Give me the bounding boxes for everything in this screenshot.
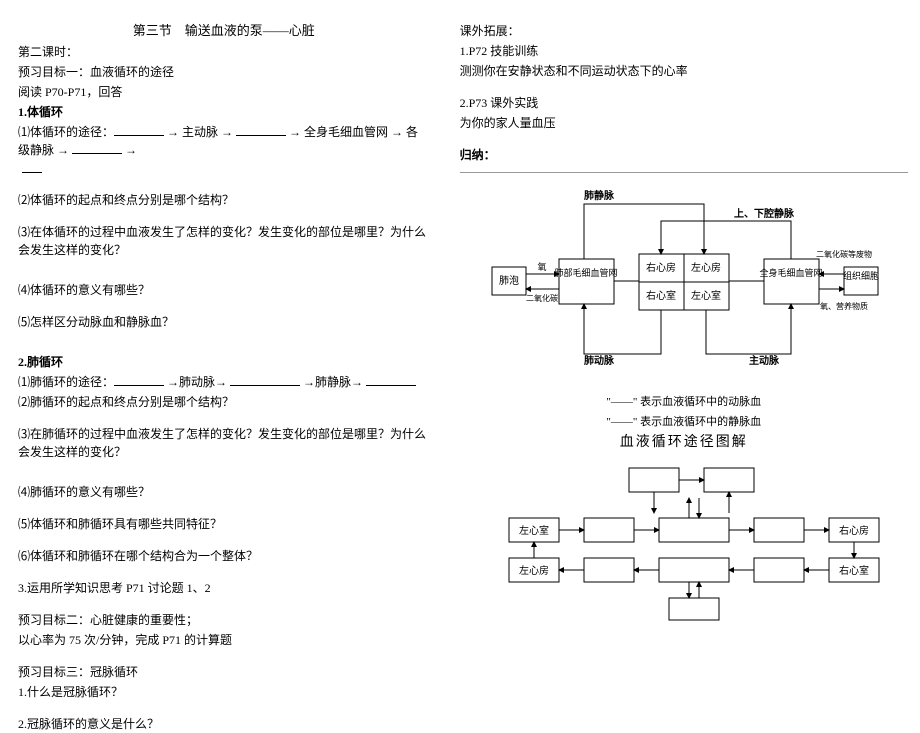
svg-text:肺静脉: 肺静脉 [584,189,615,202]
svg-text:左心室: 左心室 [519,524,549,537]
svg-text:左心室: 左心室 [691,289,721,302]
sec1-q1-pre: ⑴体循环的途径： [18,125,114,139]
sec2-q5: ⑸体循环和肺循环具有哪些共同特征？ [18,515,430,533]
goal-2-sub: 以心率为 75 次/分钟，完成 P71 的计算题 [18,631,430,649]
left-column: 第三节 输送血液的泵——心脏 第二课时： 预习目标一：血液循环的途径 阅读 P7… [0,0,442,638]
legend-2: "——" 表示血液循环中的静脉血 [460,413,908,429]
svg-text:右心室: 右心室 [646,289,676,302]
blank-field[interactable] [114,124,164,136]
svg-text:肺动脉: 肺动脉 [584,354,615,367]
legend-1: "——" 表示血液循环中的动脉血 [460,393,908,409]
goal-2: 预习目标二：心脏健康的重要性； [18,611,430,629]
summary-label: 归纳： [460,146,908,164]
ext-1: 1.P72 技能训练 [460,42,908,60]
extension-title: 课外拓展： [460,22,908,40]
sec2-q4: ⑷肺循环的意义有哪些？ [18,483,430,501]
ext-2: 2.P73 课外实践 [460,94,908,112]
svg-text:右心房: 右心房 [839,524,869,537]
flow-diagram-svg: 左心室 右心房 左心房 右心室 [474,463,894,623]
svg-text:肺泡: 肺泡 [499,274,519,287]
page-title: 第三节 输送血液的泵——心脏 [18,20,430,39]
blank-field[interactable] [366,374,416,386]
sec1-q2: ⑵体循环的起点和终点分别是哪个结构？ [18,191,430,209]
sec1-q3: ⑶在体循环的过程中血液发生了怎样的变化？发生变化的部位是哪里？为什么会发生这样的… [18,223,430,259]
blank-field[interactable] [236,124,286,136]
svg-text:右心房: 右心房 [646,261,676,274]
sec2-q1-mid1: →肺动脉→ [164,375,230,389]
svg-text:右心室: 右心室 [839,564,869,577]
svg-text:主动脉: 主动脉 [749,354,780,367]
ext-1-sub: 测测你在安静状态和不同运动状态下的心率 [460,62,908,80]
diagram-2: 左心室 右心房 左心房 右心室 [460,463,908,623]
sec2-q3: ⑶在肺循环的过程中血液发生了怎样的变化？发生变化的部位是哪里？为什么会发生这样的… [18,425,430,461]
blank-field[interactable] [230,374,300,386]
blank-field[interactable] [114,374,164,386]
q3-1: 1.什么是冠脉循环？ [18,683,430,701]
goal-3: 预习目标三：冠脉循环 [18,663,430,681]
svg-text:二氧化碳等废物: 二氧化碳等废物 [816,249,872,259]
read-instruction: 阅读 P70-P71，回答 [18,83,430,101]
sec2-q2: ⑵肺循环的起点和终点分别是哪个结构？ [18,393,430,411]
blank-field[interactable] [22,161,42,173]
section-1-title: 1.体循环 [18,103,430,121]
svg-text:氧、营养物质: 氧、营养物质 [820,301,868,311]
sec1-q1-mid1: → 主动脉 → [164,125,236,139]
q3: 3.运用所学知识思考 P71 讨论题 1、2 [18,579,430,597]
circulation-diagram-svg: 右心房 左心房 右心室 左心室 肺部毛细血管网 全身毛细血管网 肺泡 组织细胞 … [474,179,894,389]
goal-1: 预习目标一：血液循环的途径 [18,63,430,81]
diagram-1-caption: 血液循环途径图解 [460,431,908,451]
svg-text:组织细胞: 组织细胞 [843,270,879,281]
sec1-q4: ⑷体循环的意义有哪些？ [18,281,430,299]
ext-2-sub: 为你的家人量血压 [460,114,908,132]
svg-text:二氧化碳: 二氧化碳 [526,293,558,303]
svg-text:氧: 氧 [537,261,546,272]
sec2-q6: ⑹体循环和肺循环在哪个结构合为一个整体？ [18,547,430,565]
lesson-2-label: 第二课时： [18,43,430,61]
section-2-title: 2.肺循环 [18,353,430,371]
svg-text:上、下腔静脉: 上、下腔静脉 [734,207,795,220]
sec1-q5: ⑸怎样区分动脉血和静脉血？ [18,313,430,331]
sec1-q1-mid3: → [122,143,137,157]
svg-text:全身毛细血管网: 全身毛细血管网 [759,267,822,278]
right-column: 课外拓展： 1.P72 技能训练 测测你在安静状态和不同运动状态下的心率 2.P… [442,0,920,638]
blank-field[interactable] [72,142,122,154]
sec2-q1-mid2: →肺静脉→ [300,375,366,389]
q3-2: 2.冠脉循环的意义是什么？ [18,715,430,733]
svg-text:左心房: 左心房 [519,564,549,577]
sec2-q1-pre: ⑴肺循环的途径： [18,375,114,389]
sec1-q1: ⑴体循环的途径： → 主动脉 → → 全身毛细血管网 → 各级静脉 → → [18,123,430,159]
sec2-q1: ⑴肺循环的途径： →肺动脉→ →肺静脉→ [18,373,430,391]
svg-text:肺部毛细血管网: 肺部毛细血管网 [554,267,617,278]
svg-text:左心房: 左心房 [691,261,721,274]
diagram-1: 右心房 左心房 右心室 左心室 肺部毛细血管网 全身毛细血管网 肺泡 组织细胞 … [460,172,908,451]
